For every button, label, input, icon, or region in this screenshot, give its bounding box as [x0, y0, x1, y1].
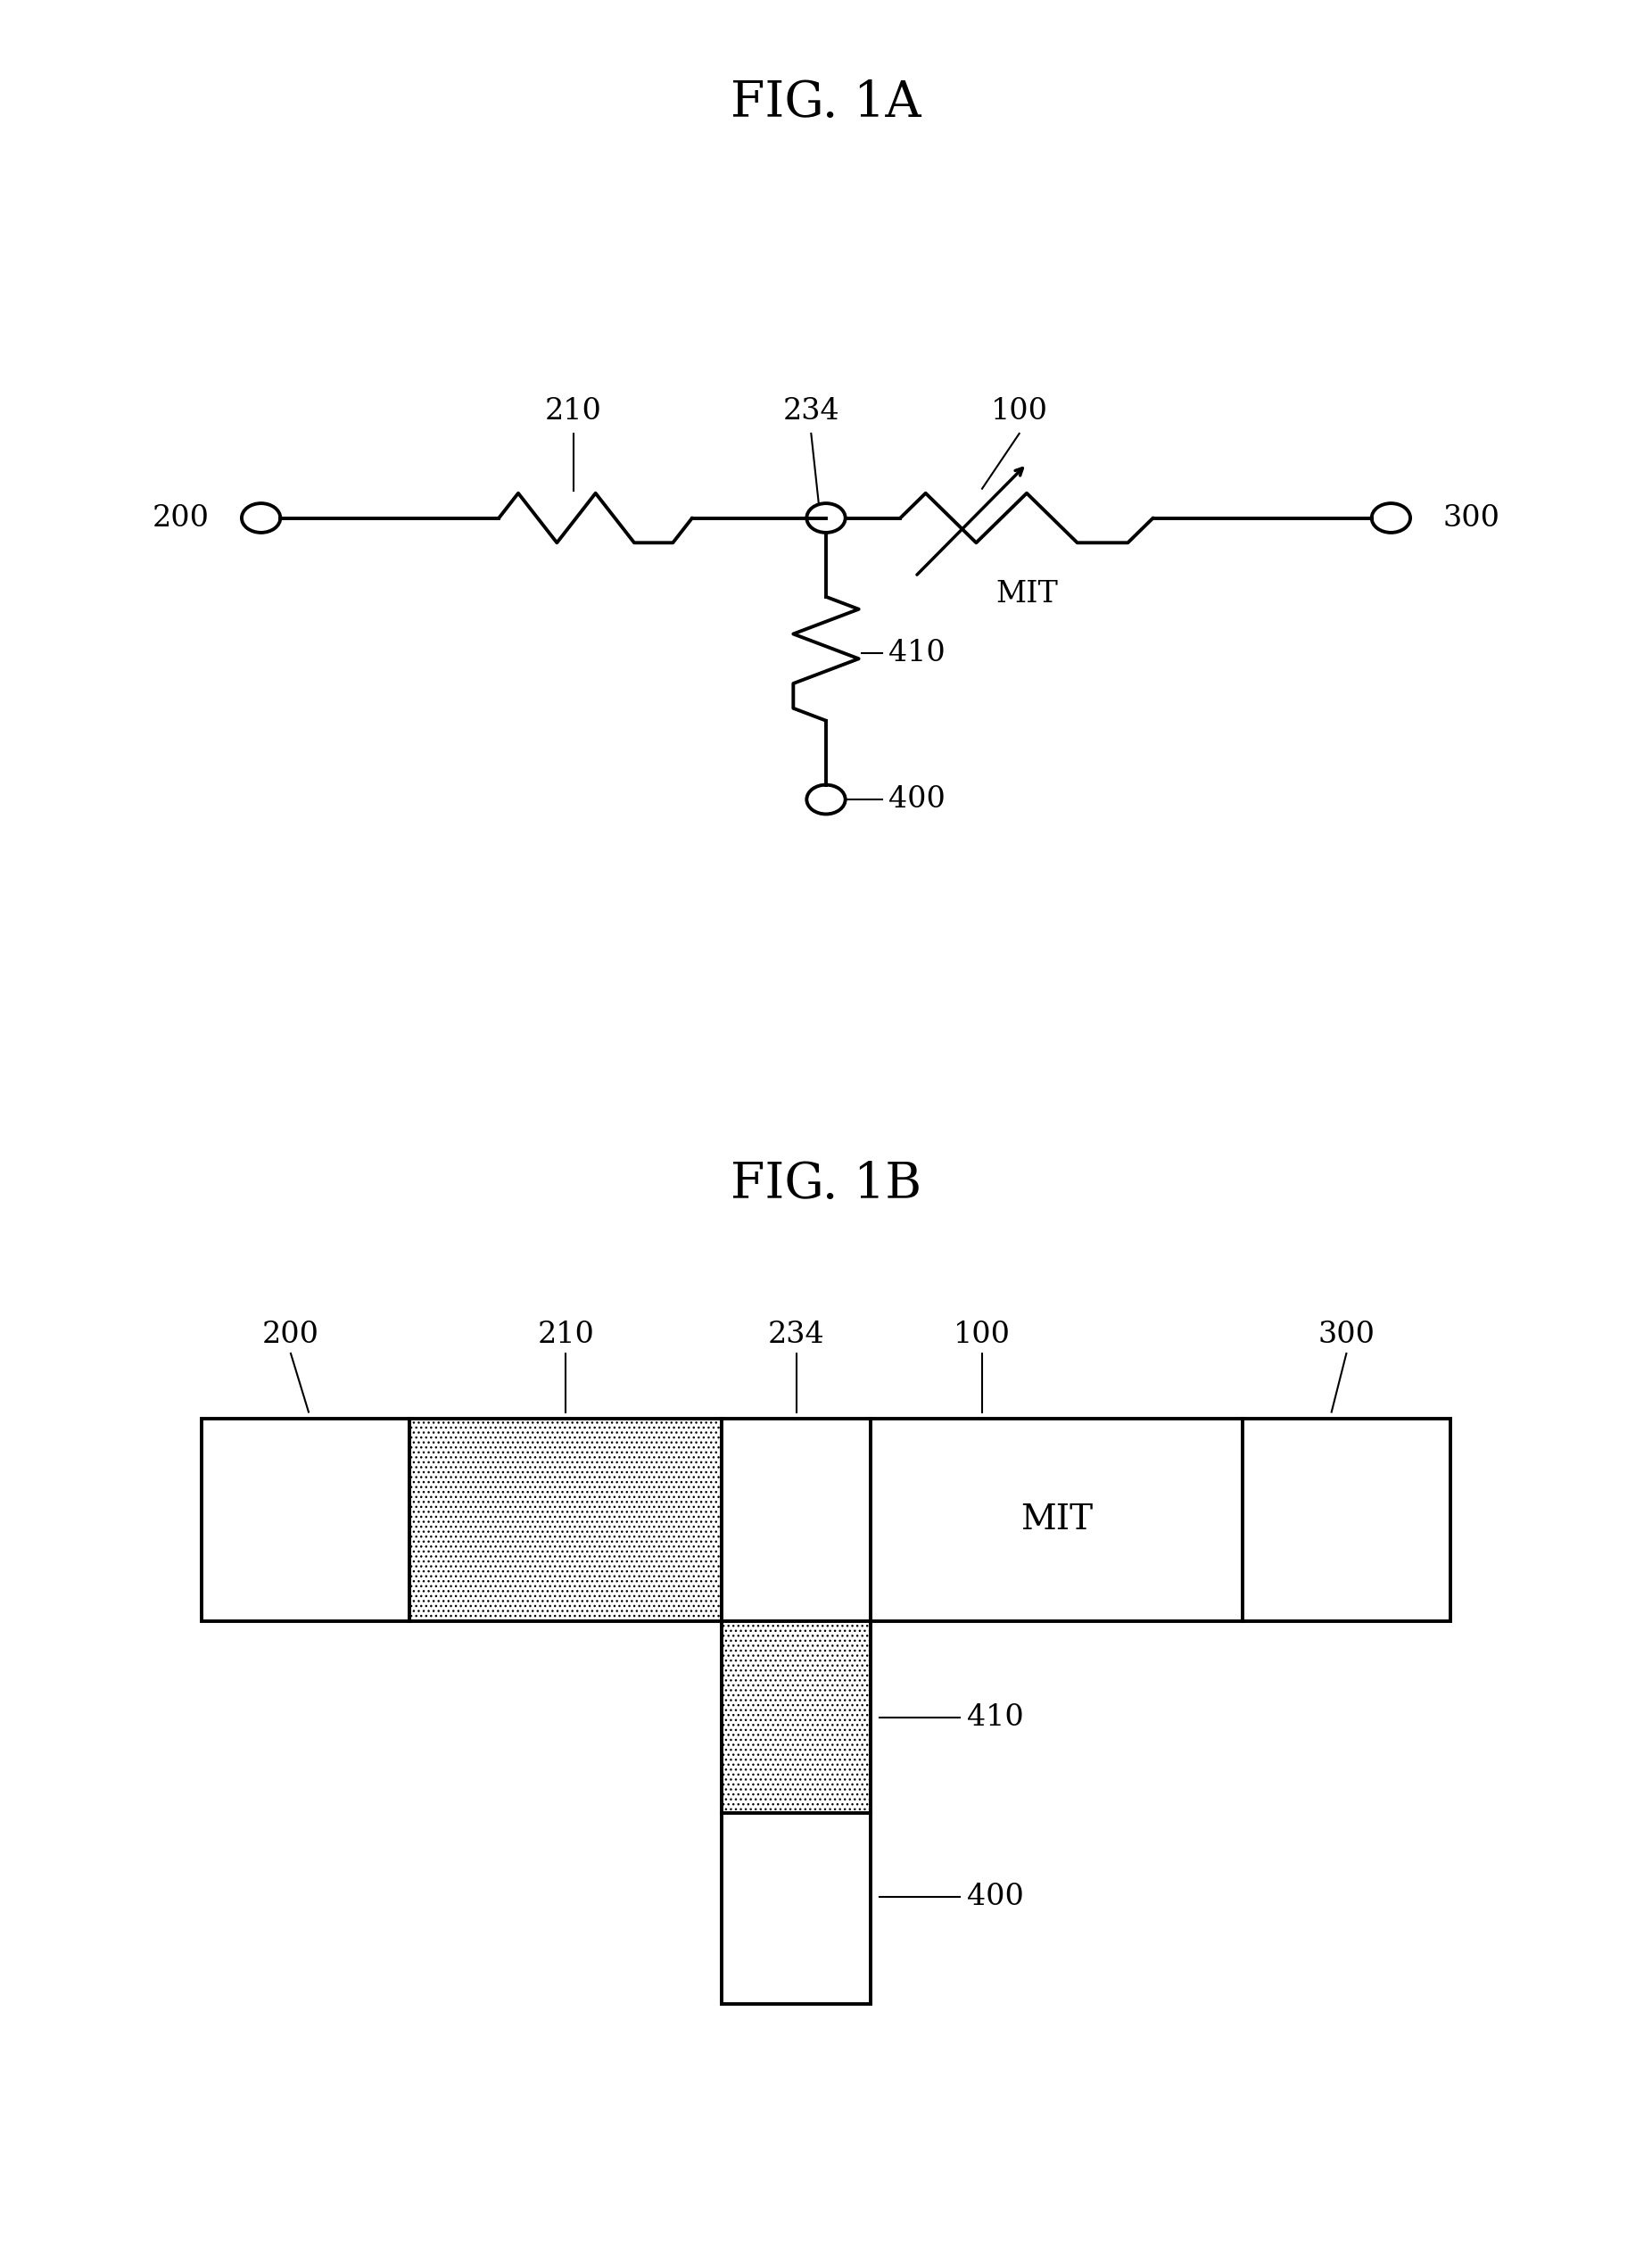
Text: 234: 234 [768, 1320, 824, 1349]
Text: 300: 300 [1444, 504, 1500, 531]
Bar [722, 1813, 871, 2004]
Bar [722, 1419, 871, 1621]
Text: FIG. 1B: FIG. 1B [730, 1160, 922, 1209]
Text: 210: 210 [537, 1320, 595, 1349]
Text: MIT: MIT [1021, 1504, 1092, 1536]
Text: MIT: MIT [996, 579, 1057, 608]
Bar [722, 1621, 871, 1813]
Bar [1242, 1419, 1450, 1621]
Text: 410: 410 [889, 640, 945, 667]
Text: 400: 400 [889, 786, 945, 813]
Text: 400: 400 [968, 1883, 1024, 1912]
Text: 200: 200 [152, 504, 210, 531]
Text: FIG. 1A: FIG. 1A [730, 79, 922, 128]
Bar [410, 1419, 722, 1621]
Text: 300: 300 [1318, 1320, 1374, 1349]
Text: 100: 100 [953, 1320, 1011, 1349]
Text: 100: 100 [991, 396, 1047, 426]
Text: 200: 200 [263, 1320, 319, 1349]
Bar [202, 1419, 410, 1621]
Text: 410: 410 [968, 1703, 1024, 1732]
Text: 210: 210 [545, 396, 601, 426]
Bar [871, 1419, 1242, 1621]
Text: 234: 234 [783, 396, 839, 426]
